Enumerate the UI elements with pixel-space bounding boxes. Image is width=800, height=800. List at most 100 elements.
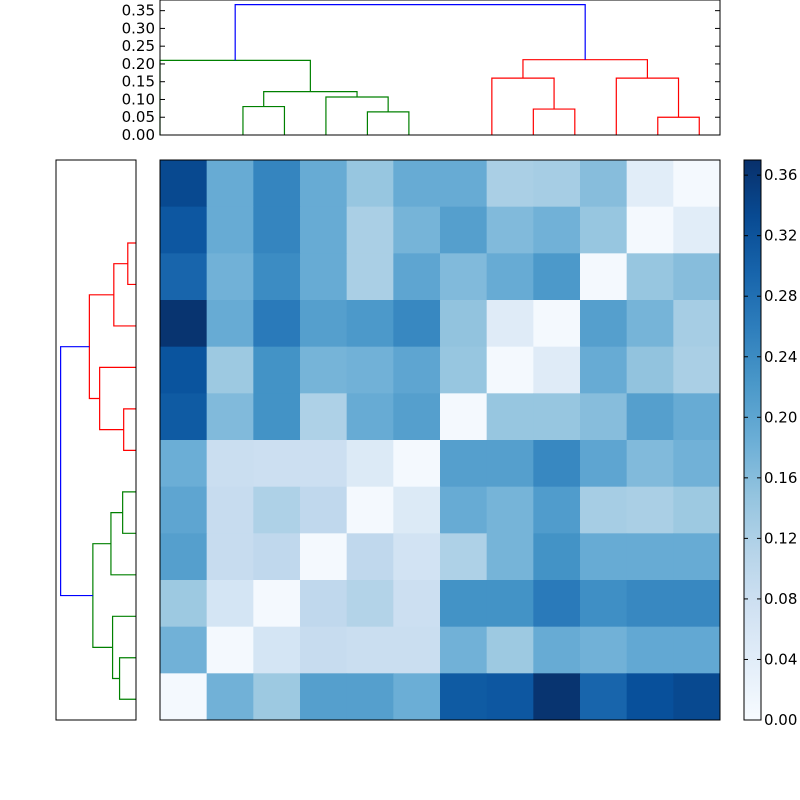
colorbar-tick-label-2: 0.08 [764,590,797,608]
heatmap-cell-r3-c2 [253,300,301,348]
top-dendrogram-link-0 [242,105,286,135]
heatmap-cell-r6-c0 [160,440,208,488]
heatmap-cell-r3-c3 [300,300,348,348]
top-dendrogram-link-9 [522,59,649,79]
heatmap-cell-r10-c11 [673,626,721,674]
heatmap-cell-r3-c11 [673,300,721,348]
top-dendrogram: 0.000.050.100.150.200.250.300.35 [122,0,721,144]
heatmap-cell-r1-c9 [580,206,628,254]
heatmap-cell-r9-c7 [486,580,534,628]
heatmap-cell-r0-c6 [440,160,488,208]
heatmap-cell-r2-c9 [580,253,628,301]
heatmap-cell-r7-c4 [346,486,394,534]
heatmap-cell-r2-c8 [533,253,581,301]
heatmap-cell-r4-c4 [346,346,394,394]
heatmap-cell-r0-c1 [206,160,254,208]
top-dendrogram-ytick-label-2: 0.10 [122,90,155,108]
heatmap-cell-r5-c6 [440,393,488,441]
heatmap-cell-r11-c2 [253,673,301,721]
top-dendrogram-ytick-label-4: 0.20 [122,55,155,73]
heatmap-cell-r8-c11 [673,533,721,581]
top-dendrogram-link-7 [657,116,700,135]
left-dendrogram-link-5 [122,491,136,534]
heatmap-cell-r10-c1 [206,626,254,674]
heatmap-cell-r5-c10 [626,393,674,441]
heatmap-cell-r7-c3 [300,486,348,534]
heatmap-cell-r3-c6 [440,300,488,348]
heatmap-cell-r1-c5 [393,206,441,254]
heatmap-cell-r6-c4 [346,440,394,488]
heatmap-cell-r0-c5 [393,160,441,208]
heatmap-cell-r0-c7 [486,160,534,208]
heatmap-cell-r1-c1 [206,206,254,254]
left-dendrogram-link-10 [60,346,93,597]
heatmap-cell-r0-c8 [533,160,581,208]
left-dendrogram-frame [55,159,137,721]
colorbar-bar [743,159,762,721]
heatmap-cell-r1-c11 [673,206,721,254]
heatmap-cell-r9-c11 [673,580,721,628]
heatmap-cell-r8-c2 [253,533,301,581]
heatmap-cell-r9-c10 [626,580,674,628]
heatmap-cell-r5-c9 [580,393,628,441]
heatmap-cell-r7-c2 [253,486,301,534]
heatmap-cell-r6-c7 [486,440,534,488]
heatmap-cell-r4-c6 [440,346,488,394]
heatmap-cell-r6-c1 [206,440,254,488]
left-dendrogram-link-7 [118,657,136,700]
heatmap-cell-r11-c0 [160,673,208,721]
heatmap-cell-r1-c4 [346,206,394,254]
heatmap-cell-r8-c9 [580,533,628,581]
heatmap-cell-r4-c1 [206,346,254,394]
heatmap-cell-r6-c11 [673,440,721,488]
heatmap-cell-r9-c8 [533,580,581,628]
top-dendrogram-link-8 [615,77,680,135]
heatmap-frame [159,159,721,721]
top-dendrogram-link-4 [159,59,311,135]
left-dendrogram-link-8 [111,615,136,680]
heatmap-cell-r2-c4 [346,253,394,301]
heatmap-cell-r6-c9 [580,440,628,488]
heatmap-cell-r2-c5 [393,253,441,301]
top-dendrogram-ytick-label-3: 0.15 [122,73,155,91]
top-dendrogram-link-10 [234,4,586,61]
heatmap-cell-r10-c10 [626,626,674,674]
heatmap-cell-r3-c10 [626,300,674,348]
heatmap-cell-r10-c7 [486,626,534,674]
heatmap-cell-r3-c4 [346,300,394,348]
heatmap-cell-r9-c3 [300,580,348,628]
heatmap-cell-r11-c7 [486,673,534,721]
heatmap-cell-r3-c0 [160,300,208,348]
colorbar-tick-label-8: 0.32 [764,227,797,245]
heatmap-cell-r6-c3 [300,440,348,488]
heatmap-cell-r6-c2 [253,440,301,488]
heatmap-cell-r2-c11 [673,253,721,301]
heatmap-cell-r3-c1 [206,300,254,348]
heatmap-cell-r7-c7 [486,486,534,534]
heatmap-cell-r9-c9 [580,580,628,628]
heatmap-cell-r3-c5 [393,300,441,348]
heatmap-cell-r4-c11 [673,346,721,394]
top-dendrogram-ytick-label-5: 0.25 [122,37,155,55]
heatmap-cell-r10-c6 [440,626,488,674]
colorbar: 0.00 0.04 0.08 0.12 0.16 0.20 0.24 0.28 0.32 0.36 [743,159,797,729]
heatmap-cell-r4-c10 [626,346,674,394]
heatmap-cell-r5-c4 [346,393,394,441]
heatmap-cell-r7-c9 [580,486,628,534]
heatmap-cell-r1-c7 [486,206,534,254]
heatmap-cell-r8-c0 [160,533,208,581]
colorbar-tick-label-7: 0.28 [764,287,797,305]
heatmap-cell-r4-c2 [253,346,301,394]
heatmap-cell-r9-c0 [160,580,208,628]
heatmap-cell-r4-c5 [393,346,441,394]
heatmap-cell-r7-c10 [626,486,674,534]
top-dendrogram-link-5 [532,108,576,135]
heatmap-cell-r7-c1 [206,486,254,534]
heatmap-cell-r4-c9 [580,346,628,394]
heatmap-cell-r3-c7 [486,300,534,348]
heatmap-cell-r5-c0 [160,393,208,441]
heatmap-cell-r4-c7 [486,346,534,394]
top-dendrogram-ytick-label-6: 0.30 [122,19,155,37]
heatmap-cell-r9-c5 [393,580,441,628]
heatmap-cell-r1-c6 [440,206,488,254]
